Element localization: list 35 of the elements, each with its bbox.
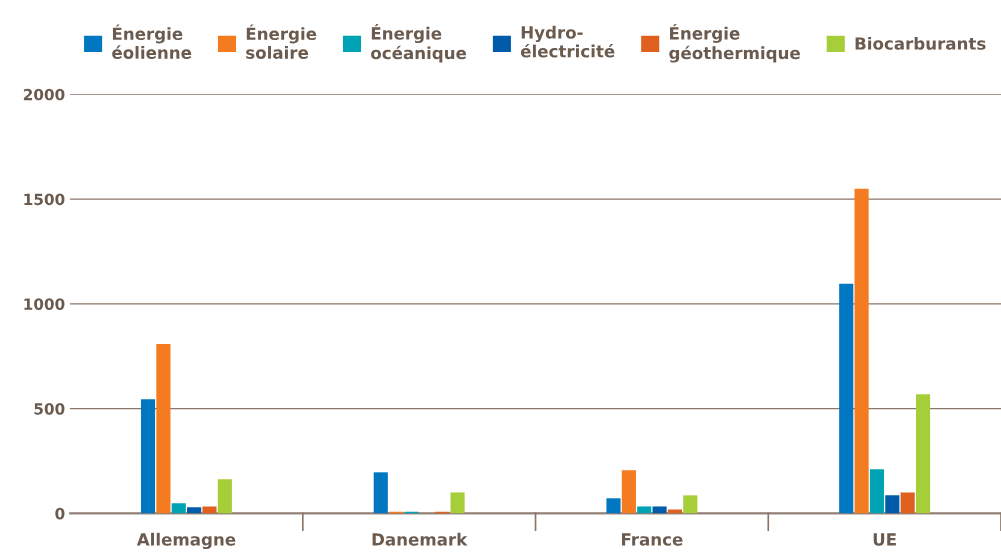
bar: [217, 479, 232, 514]
bar: [885, 495, 900, 514]
bar: [683, 495, 698, 514]
bar: [606, 498, 621, 514]
bar: [652, 506, 667, 514]
bar: [373, 472, 388, 514]
bar: [854, 188, 869, 514]
x-tick-label: Allemagne: [136, 532, 236, 550]
legend-label: Hydro- électricité: [520, 25, 615, 58]
bar: [621, 470, 636, 514]
bar: [637, 506, 652, 514]
x-tick-label: UE: [873, 533, 896, 546]
bar: [667, 509, 683, 514]
y-tick-label: 500: [34, 403, 65, 415]
y-tick-label: 0: [55, 507, 65, 520]
y-tick-label: 2000: [23, 88, 65, 101]
bar: [915, 394, 931, 514]
bar: [140, 399, 156, 514]
bar: [839, 283, 854, 514]
legend-label: Énergie éolienne: [112, 24, 192, 59]
bar: [450, 492, 465, 514]
y-tick-label: 1000: [24, 298, 65, 310]
bar: [156, 343, 171, 514]
bar: [869, 469, 885, 514]
legend-label: Biocarburants: [855, 36, 986, 50]
legend-label: Énergie océanique: [371, 24, 467, 63]
bar: [202, 506, 217, 514]
x-tick-label: France: [622, 533, 683, 546]
bar: [900, 492, 915, 514]
legend-label: Énergie solaire: [246, 24, 317, 59]
legend-label: Énergie géothermique: [669, 23, 800, 63]
bar: [171, 503, 186, 514]
y-tick-label: 1500: [24, 193, 65, 206]
bar: [187, 507, 202, 514]
x-tick-label: Danemark: [372, 532, 468, 546]
